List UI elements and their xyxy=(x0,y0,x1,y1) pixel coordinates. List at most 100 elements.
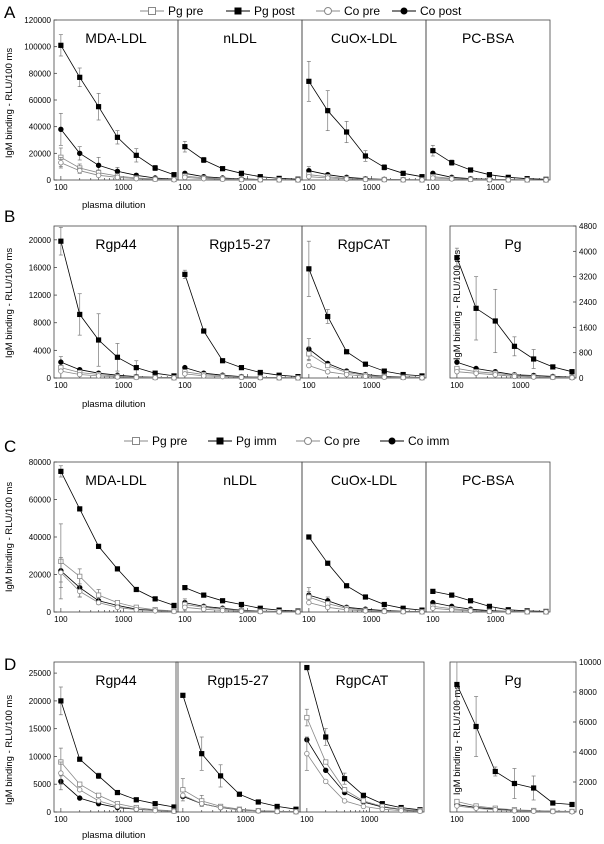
panel-title: Pg xyxy=(504,236,521,252)
data-point xyxy=(257,177,263,183)
data-point xyxy=(569,369,575,375)
data-point xyxy=(323,767,329,774)
y-axis-title-a: IgM binding - RLU/100 ms xyxy=(4,48,15,159)
data-point xyxy=(486,608,493,615)
data-point xyxy=(95,543,102,549)
legend-marker xyxy=(400,7,408,15)
x-tick-label: 1000 xyxy=(361,815,379,824)
data-point xyxy=(201,328,207,334)
data-point xyxy=(114,566,121,572)
panel-title: RgpCAT xyxy=(338,236,391,252)
data-point xyxy=(274,808,280,815)
data-point xyxy=(180,692,186,698)
data-point xyxy=(217,773,224,779)
data-point xyxy=(77,150,83,157)
data-point xyxy=(236,807,243,813)
x-tick-label: 1000 xyxy=(487,183,505,192)
data-point xyxy=(199,800,205,807)
data-point xyxy=(362,361,369,367)
data-point xyxy=(473,305,479,311)
data-point xyxy=(454,681,460,688)
data-point xyxy=(569,801,575,808)
x-tick-label: 1000 xyxy=(512,815,530,824)
data-point xyxy=(77,787,83,793)
data-point xyxy=(430,588,436,594)
data-point xyxy=(171,602,177,609)
y-tick-label: 3200 xyxy=(579,273,597,282)
data-point xyxy=(133,586,139,593)
data-point xyxy=(379,806,385,812)
chart-panel: RgpCAT 100 1000 xyxy=(299,661,425,824)
y-tick-label: 80000 xyxy=(29,458,52,467)
data-point xyxy=(217,804,224,811)
panel-title: Pg xyxy=(504,672,521,688)
data-point xyxy=(306,78,312,84)
data-point xyxy=(341,787,348,793)
data-point xyxy=(171,375,177,381)
data-point xyxy=(381,164,387,170)
x-tick-label: 1000 xyxy=(237,815,255,824)
data-point xyxy=(360,798,367,804)
y-tick-label: 20000 xyxy=(29,571,52,580)
legend-label: Co pre xyxy=(344,4,380,18)
data-point xyxy=(341,776,348,782)
data-point xyxy=(114,354,121,360)
data-point xyxy=(133,152,139,158)
chart-panel: CuOx-LDL 100 1000 xyxy=(301,461,427,624)
x-tick-label: 1000 xyxy=(363,615,381,624)
data-point xyxy=(77,781,83,787)
data-point xyxy=(114,803,121,810)
data-point xyxy=(400,170,406,176)
data-point xyxy=(473,723,479,730)
legend-label: Pg pre xyxy=(152,434,188,448)
legend-label: Pg pre xyxy=(168,4,204,18)
legend-marker xyxy=(216,437,224,445)
x-axis-title-b: plasma dilution xyxy=(82,399,145,410)
data-point xyxy=(171,177,177,183)
data-point xyxy=(505,609,511,615)
data-point xyxy=(343,607,350,613)
data-point xyxy=(182,144,188,150)
data-point xyxy=(95,172,102,179)
x-tick-label: 100 xyxy=(54,381,68,390)
data-point xyxy=(180,787,186,793)
data-point xyxy=(304,664,310,671)
data-point xyxy=(114,134,121,140)
x-tick-label: 1000 xyxy=(363,183,381,192)
panel-title: Rgp44 xyxy=(95,236,136,252)
y-axis-title-b: IgM binding - RLU/100 ms xyxy=(4,248,15,359)
x-tick-label: 100 xyxy=(302,615,316,624)
data-point xyxy=(295,609,301,615)
data-point xyxy=(306,173,312,180)
panel-frame xyxy=(53,661,179,813)
x-tick-label: 100 xyxy=(54,815,68,824)
y-tick-label: 0 xyxy=(579,374,584,383)
x-tick-label: 1000 xyxy=(363,381,381,390)
x-tick-label: 100 xyxy=(54,615,68,624)
data-point xyxy=(77,371,83,378)
y-tick-label: 10000 xyxy=(579,658,602,667)
legend-marker xyxy=(234,7,242,15)
legend-marker xyxy=(388,437,396,445)
data-point xyxy=(255,808,261,814)
x-tick-label: 100 xyxy=(426,183,440,192)
x-tick-label: 100 xyxy=(176,815,190,824)
legend-label: Co imm xyxy=(408,434,449,448)
data-point xyxy=(419,609,425,615)
data-point xyxy=(238,608,245,614)
data-point xyxy=(152,807,158,814)
data-point xyxy=(304,750,310,757)
data-point xyxy=(467,598,474,604)
data-point xyxy=(362,153,369,159)
series-line xyxy=(184,274,299,377)
panel-title: RgpCAT xyxy=(336,672,389,688)
y-axis-title-d: IgM binding - RLU/100 ms xyxy=(4,695,15,806)
data-point xyxy=(180,792,186,799)
data-point xyxy=(449,160,455,166)
y-tick-label: 10000 xyxy=(29,752,52,761)
data-point xyxy=(325,604,331,611)
data-point xyxy=(325,108,331,114)
y-tick-label: 2000 xyxy=(579,778,597,787)
y-tick-label: 25000 xyxy=(29,669,52,678)
